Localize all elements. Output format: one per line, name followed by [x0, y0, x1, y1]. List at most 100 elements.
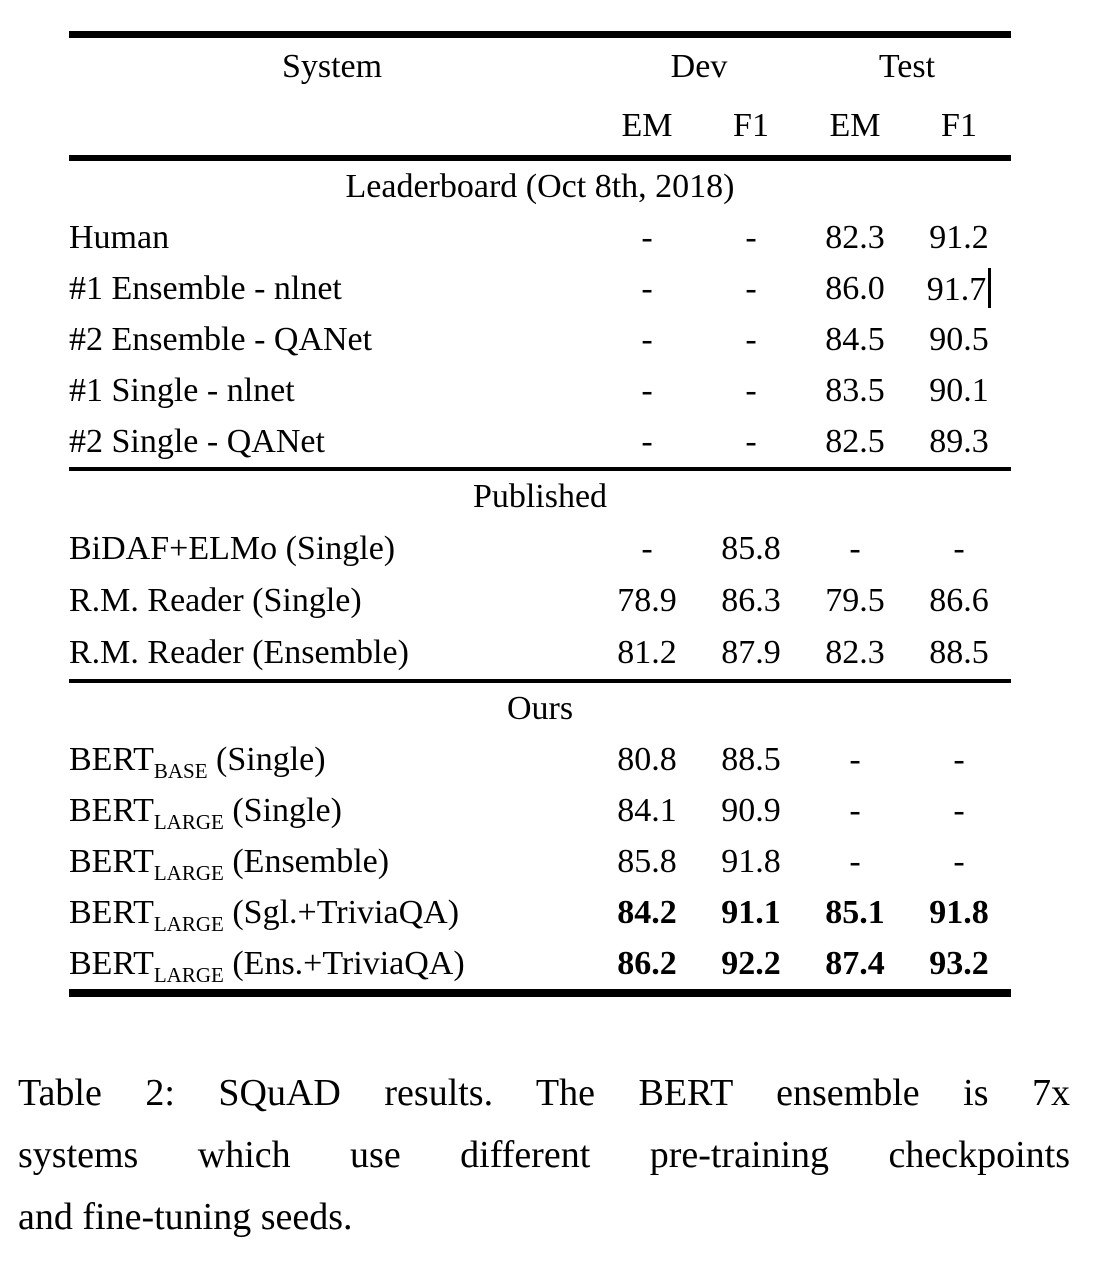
dev-em-value: 84.1	[617, 791, 677, 829]
dev-f1-value: 85.8	[721, 530, 781, 567]
table-row: BERTLARGE (Sgl.+TriviaQA) 84.2 91.1 85.1…	[69, 887, 1011, 938]
dev-em-value: -	[641, 422, 653, 460]
table-header: System Dev Test EM F1 EM F1	[69, 38, 1011, 161]
table-row: Human - - 82.3 91.2	[69, 212, 1011, 263]
model-size-subscript: BASE	[153, 758, 208, 783]
caption-line: Table 2: SQuAD results. The BERT ensembl…	[18, 1072, 1070, 1114]
text-cursor	[988, 268, 992, 308]
test-em-value: -	[849, 842, 861, 880]
dev-f1-value: -	[745, 371, 757, 409]
test-f1-value: 89.3	[929, 422, 989, 460]
dev-em-value: 86.2	[617, 944, 677, 982]
test-em-value: 84.5	[825, 320, 885, 358]
dev-em-value: -	[641, 269, 653, 307]
section-title: Leaderboard (Oct 8th, 2018)	[345, 168, 735, 205]
dev-f1-value: 91.8	[721, 842, 781, 880]
dev-f1-value: 92.2	[721, 944, 781, 982]
col-header-test: Test	[878, 48, 936, 85]
test-em-value: 87.4	[825, 944, 885, 982]
section-leaderboard: Leaderboard (Oct 8th, 2018) Human - - 82…	[69, 161, 1011, 471]
test-em-value: -	[849, 530, 861, 567]
model-size-subscript: LARGE	[153, 911, 224, 936]
dev-f1-value: 91.1	[721, 893, 781, 931]
system-name: #2 Ensemble - QANet	[69, 320, 373, 358]
test-f1-value: 86.6	[929, 582, 989, 619]
dev-f1-value: -	[745, 218, 757, 256]
test-f1-value: 91.2	[929, 218, 989, 256]
system-name: BERTLARGE (Sgl.+TriviaQA)	[69, 893, 460, 936]
col-header-dev: Dev	[670, 48, 728, 85]
system-name: Human	[69, 218, 170, 256]
caption-line: and fine-tuning seeds.	[18, 1196, 353, 1238]
test-f1-value: 91.8	[929, 893, 989, 931]
system-name: BERTLARGE (Ensemble)	[69, 842, 390, 885]
section-title: Published	[472, 478, 608, 515]
table-row: BERTLARGE (Ens.+TriviaQA) 86.2 92.2 87.4…	[69, 938, 1011, 989]
col-header-test-em: EM	[829, 106, 881, 144]
table-row: BiDAF+ELMo (Single) - 85.8 - -	[69, 523, 1011, 575]
model-size-subscript: LARGE	[153, 962, 224, 987]
dev-em-value: -	[641, 530, 653, 567]
header-group-row: System Dev Test	[69, 38, 1011, 96]
model-size-subscript: LARGE	[153, 809, 224, 834]
section-published: Published BiDAF+ELMo (Single) - 85.8 - -…	[69, 471, 1011, 683]
dev-em-value: -	[641, 320, 653, 358]
test-f1-value: 91.7	[907, 268, 1011, 309]
test-f1-text: 91.7	[926, 271, 987, 308]
dev-f1-value: -	[745, 320, 757, 358]
table-row: #1 Ensemble - nlnet - - 86.0 91.7	[69, 263, 1011, 314]
dev-f1-value: -	[745, 269, 757, 307]
table-row: R.M. Reader (Single) 78.9 86.3 79.5 86.6	[69, 575, 1011, 627]
dev-f1-value: -	[745, 422, 757, 460]
col-header-test-f1: F1	[941, 106, 977, 144]
table-row: R.M. Reader (Ensemble) 81.2 87.9 82.3 88…	[69, 627, 1011, 679]
col-header-system: System	[281, 48, 383, 85]
caption-line: systems which use different pre-training…	[18, 1134, 1070, 1176]
system-name: BERTBASE (Single)	[69, 740, 326, 783]
table-row: #1 Single - nlnet - - 83.5 90.1	[69, 365, 1011, 416]
test-f1-value: -	[953, 740, 965, 778]
col-header-dev-em: EM	[621, 106, 673, 144]
section-ours: Ours BERTBASE (Single) 80.8 88.5 - - BER…	[69, 683, 1011, 989]
test-f1-value: 93.2	[929, 944, 989, 982]
dev-em-value: -	[641, 371, 653, 409]
system-name: R.M. Reader (Single)	[69, 582, 362, 619]
table-row: BERTLARGE (Single) 84.1 90.9 - -	[69, 785, 1011, 836]
test-em-value: 82.3	[825, 218, 885, 256]
dev-f1-value: 90.9	[721, 791, 781, 829]
system-name: BiDAF+ELMo (Single)	[69, 530, 396, 567]
dev-em-value: 81.2	[617, 634, 677, 671]
system-name: #1 Ensemble - nlnet	[69, 269, 342, 307]
dev-f1-value: 88.5	[721, 740, 781, 778]
table-row: BERTBASE (Single) 80.8 88.5 - -	[69, 734, 1011, 785]
system-name: BERTLARGE (Ens.+TriviaQA)	[69, 944, 465, 987]
dev-em-value: 80.8	[617, 740, 677, 778]
test-em-value: 85.1	[825, 893, 885, 931]
test-f1-value: -	[953, 791, 965, 829]
test-f1-value: 90.1	[929, 371, 989, 409]
table-caption: Table 2: SQuAD results. The BERT ensembl…	[18, 1062, 1070, 1248]
dev-f1-value: 87.9	[721, 634, 781, 671]
dev-em-value: 84.2	[617, 893, 677, 931]
test-em-value: 82.5	[825, 422, 885, 460]
dev-em-value: -	[641, 218, 653, 256]
system-name: #2 Single - QANet	[69, 422, 325, 460]
test-em-value: -	[849, 791, 861, 829]
test-em-value: 82.3	[825, 634, 885, 671]
test-f1-value: 88.5	[929, 634, 989, 671]
test-f1-value: -	[953, 842, 965, 880]
table-row: BERTLARGE (Ensemble) 85.8 91.8 - -	[69, 836, 1011, 887]
test-f1-value: 90.5	[929, 320, 989, 358]
dev-em-value: 85.8	[617, 842, 677, 880]
system-name: #1 Single - nlnet	[69, 371, 295, 409]
test-em-value: 86.0	[825, 269, 885, 307]
dev-em-value: 78.9	[617, 582, 677, 619]
section-title: Ours	[506, 690, 574, 727]
dev-f1-value: 86.3	[721, 582, 781, 619]
test-em-value: -	[849, 740, 861, 778]
header-metric-row: EM F1 EM F1	[69, 96, 1011, 155]
test-em-value: 79.5	[825, 582, 885, 619]
col-header-dev-f1: F1	[733, 106, 769, 144]
test-em-value: 83.5	[825, 371, 885, 409]
